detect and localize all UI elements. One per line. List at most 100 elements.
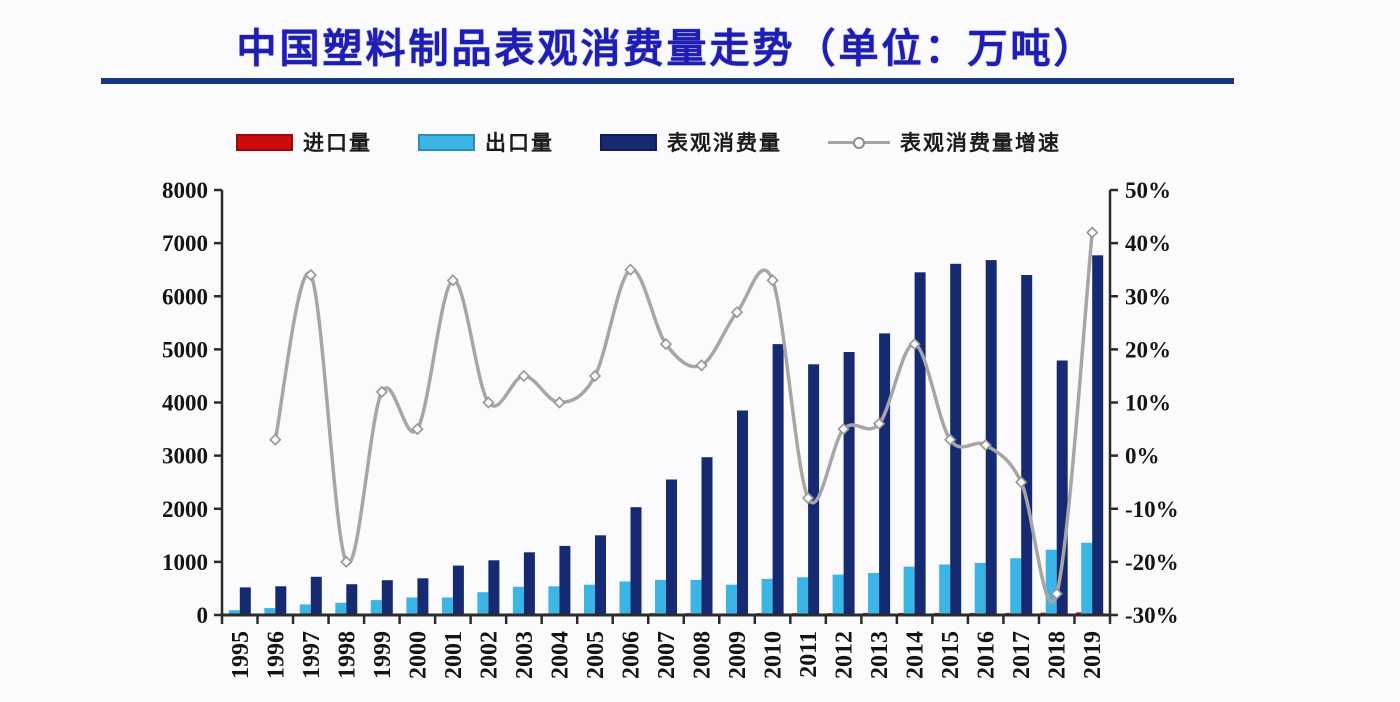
x-axis-label: 2002 (476, 631, 502, 679)
bars-consumption (239, 255, 1104, 616)
growth-marker-icon (482, 396, 495, 409)
left-axis-tick-label: 6000 (162, 284, 208, 309)
right-axis-tick-label: -20% (1125, 550, 1179, 575)
bars-consumption-bar (595, 535, 606, 615)
legend-label-import: 进口量 (303, 131, 372, 155)
bars-export-bar (406, 597, 418, 615)
legend-item-consumption: 表观消费量 (600, 127, 782, 157)
bars-consumption-bar (310, 576, 322, 616)
growth-marker-icon (1015, 476, 1028, 489)
growth-marker-icon (766, 274, 779, 287)
export-swatch-icon (418, 133, 475, 151)
bars-export-bar (655, 579, 666, 615)
growth-marker-icon (340, 555, 353, 569)
right-axis-tick-label: 10% (1125, 391, 1171, 416)
x-axis-label: 2000 (405, 631, 431, 679)
bars-export-bar (299, 604, 311, 615)
bars-consumption-bar (772, 344, 784, 615)
growth-marker-icon (411, 422, 424, 436)
x-axis-label: 2008 (690, 631, 716, 679)
bars-consumption-bar (1021, 275, 1033, 615)
growth-marker-icon (944, 433, 957, 446)
bars-export-bar (974, 562, 986, 615)
bars-export-bar (832, 574, 844, 615)
right-axis-tick-label: 0% (1125, 444, 1160, 469)
legend-label-export: 出口量 (485, 131, 554, 155)
chart-title: 中国塑料制品表观消费量走势（单位：万吨） (236, 27, 1097, 71)
growth-markers (269, 226, 1099, 600)
legend-item-export: 出口量 (418, 127, 554, 157)
x-axis-label: 2018 (1045, 631, 1071, 679)
x-axis-label: 2009 (725, 631, 751, 679)
growth-marker-icon (375, 385, 388, 399)
bars-consumption-bar (523, 552, 535, 615)
bars-consumption-bar (843, 352, 855, 615)
bars-consumption-bar (808, 364, 820, 616)
bars-consumption-bar (666, 479, 677, 615)
left-axis-tick-label: 4000 (162, 391, 208, 416)
bars-export-bar (619, 581, 631, 615)
bars-export-bar (512, 586, 524, 615)
growth-marker-icon (517, 369, 531, 383)
right-axis-tick-label: 20% (1125, 337, 1171, 362)
legend: 进口量 出口量 表观消费量 表观消费量增速 (236, 127, 1061, 157)
left-axis-ticks: 0 1000 2000 3000 4000 5000 6000 7000 8000 (162, 178, 222, 628)
right-axis-tick-label: 30% (1125, 284, 1171, 309)
bars-consumption-bar (914, 272, 926, 615)
bars-export-bar (726, 584, 737, 615)
bars-consumption-bar (1056, 360, 1068, 615)
growth-marker-icon (1050, 587, 1063, 600)
bars-consumption-bar (239, 587, 251, 615)
bars-consumption-bar (879, 333, 891, 615)
bars-export-bar (584, 584, 595, 615)
consumption-swatch-icon (600, 133, 657, 151)
growth-marker-icon (837, 422, 850, 436)
legend-item-import: 进口量 (236, 127, 372, 157)
x-axis-label: 1999 (370, 631, 396, 679)
growth-marker-icon (730, 306, 744, 319)
bars-export-bar (335, 602, 347, 615)
bars-consumption-bar (630, 507, 642, 615)
legend-item-growth: 表观消费量增速 (828, 127, 1061, 157)
bars-consumption-bar (488, 560, 500, 615)
x-axis-label: 2012 (832, 631, 858, 679)
bars-export-bar (868, 573, 880, 615)
bars-export-bar (441, 597, 453, 615)
growth-marker-icon (979, 438, 992, 452)
growth-marker-icon (872, 417, 886, 430)
x-axis-label: 2004 (547, 631, 573, 679)
bars-consumption-bar (701, 457, 713, 615)
growth-marker-icon (1086, 226, 1099, 239)
growth-line-swatch-icon (828, 134, 890, 151)
x-axis-label: 1997 (299, 631, 325, 679)
bars-export-bar (477, 592, 489, 615)
bars-export-bar (1045, 549, 1057, 615)
left-axis-tick-label: 0 (197, 603, 209, 628)
growth-marker-icon (624, 263, 637, 276)
x-axis-label: 2013 (867, 631, 893, 679)
bars-export-bar (228, 610, 240, 615)
right-axis-tick-label: -30% (1125, 603, 1179, 628)
bars-export-bar (370, 600, 382, 615)
bars-export-bar (1010, 558, 1022, 615)
x-axis-label: 2001 (441, 631, 467, 679)
x-axis-label: 2016 (974, 631, 1000, 679)
x-axis-label: 1996 (263, 631, 289, 679)
right-axis-tick-label: 40% (1125, 231, 1171, 256)
import-swatch-icon (236, 133, 293, 151)
bars-consumption-bar (275, 586, 287, 615)
left-axis-tick-label: 2000 (162, 497, 208, 522)
right-axis-tick-label: -10% (1125, 497, 1179, 522)
x-axis-label: 2007 (654, 631, 680, 679)
x-axis-label: 1998 (334, 631, 360, 679)
right-axis-ticks: -30% -20% -10% 0% 10% 20% 30% 40% 50% (1110, 178, 1179, 628)
x-axis-label: 2014 (903, 631, 929, 679)
left-axis-tick-label: 8000 (162, 178, 208, 203)
bars-export-bar (690, 579, 702, 615)
bars-consumption-bar (452, 565, 464, 615)
x-axis-label: 2017 (1009, 631, 1035, 679)
x-axis-label: 2019 (1080, 631, 1106, 679)
bars-consumption-bar (985, 260, 997, 615)
bars-export-bar (1081, 542, 1093, 616)
